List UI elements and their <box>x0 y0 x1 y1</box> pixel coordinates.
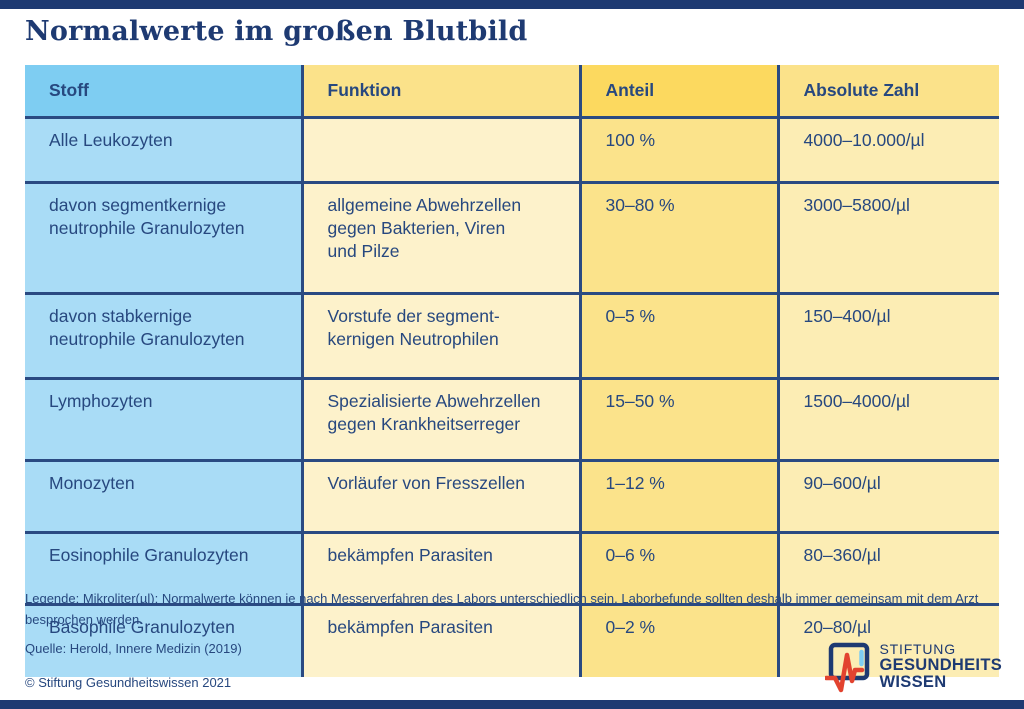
cell-funktion: bekämpfen Parasiten <box>300 603 582 679</box>
logo-line-gesundheits: GESUNDHEITS <box>879 655 1002 674</box>
table-row: Alle Leukozyten 100 % 4000–10.000/µl <box>23 116 1001 184</box>
cell-absolute: 80–360/µl <box>776 531 1001 606</box>
cell-funktion: Vorstufe der segment- kernigen Neutrophi… <box>300 292 582 380</box>
cell-stoff: Monozyten <box>23 459 304 534</box>
cell-anteil: 15–50 % <box>578 377 780 462</box>
page-title: Normalwerte im großen Blutbild <box>25 16 528 47</box>
cell-stoff: Alle Leukozyten <box>23 116 304 184</box>
table-row: Basophile Granulozyten bekämpfen Parasite… <box>23 603 1001 679</box>
cell-absolute: 90–600/µl <box>776 459 1001 534</box>
cell-anteil: 100 % <box>578 116 780 184</box>
cell-absolute: 4000–10.000/µl <box>776 116 1001 184</box>
cell-stoff: davon segmentkernige neutrophile Granulo… <box>23 181 304 295</box>
cell-anteil: 0–2 % <box>578 603 780 679</box>
bottom-bar <box>0 700 1024 709</box>
legend-text: Legende: Mikroliter(µl); Normalwerte kön… <box>25 591 979 627</box>
table-row: Lymphozyten Spezialisierte Abwehrzellen g… <box>23 377 1001 462</box>
column-header-anteil: Anteil <box>578 63 780 119</box>
cell-absolute: 20–80/µl <box>776 603 1001 679</box>
copyright-text: © Stiftung Gesundheitswissen 2021 <box>25 675 232 690</box>
table-row: Eosinophile Granulozyten bekämpfen Parasi… <box>23 531 1001 606</box>
table-body: Alle Leukozyten 100 % 4000–10.000/µl davon … <box>23 116 1001 679</box>
table-header: Stoff Funktion Anteil Absolute Zahl <box>23 63 1001 119</box>
cell-anteil: 0–6 % <box>578 531 780 606</box>
cell-stoff: Basophile Granulozyten <box>23 603 304 679</box>
heartbeat-logo-icon <box>824 640 871 694</box>
logo-line-wissen: WISSEN <box>879 673 947 691</box>
cell-anteil: 0–5 % <box>578 292 780 380</box>
table-row: davon stabkernige neutrophile Granulozyt… <box>23 292 1001 380</box>
logo-wordmark: STIFTUNG GESUNDHEITS WISSEN <box>880 642 1002 691</box>
cell-stoff: Eosinophile Granulozyten <box>23 531 304 606</box>
column-header-stoff: Stoff <box>23 63 304 119</box>
logo-line-stiftung: STIFTUNG <box>879 641 956 657</box>
cell-absolute: 3000–5800/µl <box>776 181 1001 295</box>
header-row: Stoff Funktion Anteil Absolute Zahl <box>23 63 1001 119</box>
column-header-funktion: Funktion <box>300 63 582 119</box>
cell-funktion <box>300 116 582 184</box>
top-bar <box>0 0 1024 9</box>
logo-stiftung-gesundheitswissen: STIFTUNG GESUNDHEITS WISSEN <box>824 640 1002 694</box>
cell-funktion: Spezialisierte Abwehrzellen gegen Krankh… <box>300 377 582 462</box>
cell-absolute: 1500–4000/µl <box>776 377 1001 462</box>
column-header-absolute-zahl: Absolute Zahl <box>776 63 1001 119</box>
cell-stoff: davon stabkernige neutrophile Granulozyt… <box>23 292 304 380</box>
table-row: davon segmentkernige neutrophile Granulo… <box>23 181 1001 295</box>
cell-anteil: 1–12 % <box>578 459 780 534</box>
table-row: Monozyten Vorläufer von Fresszellen 1–12 %… <box>23 459 1001 534</box>
cell-anteil: 30–80 % <box>578 181 780 295</box>
cell-funktion: allgemeine Abwehrzellen gegen Bakterien,… <box>300 181 582 295</box>
cell-funktion: Vorläufer von Fresszellen <box>300 459 582 534</box>
blood-values-table: Stoff Funktion Anteil Absolute Zahl Alle… <box>23 63 1001 679</box>
cell-absolute: 150–400/µl <box>776 292 1001 380</box>
cell-funktion: bekämpfen Parasiten <box>300 531 582 606</box>
cell-stoff: Lymphozyten <box>23 377 304 462</box>
source-text: Quelle: Herold, Innere Medizin (2019) <box>25 641 242 656</box>
